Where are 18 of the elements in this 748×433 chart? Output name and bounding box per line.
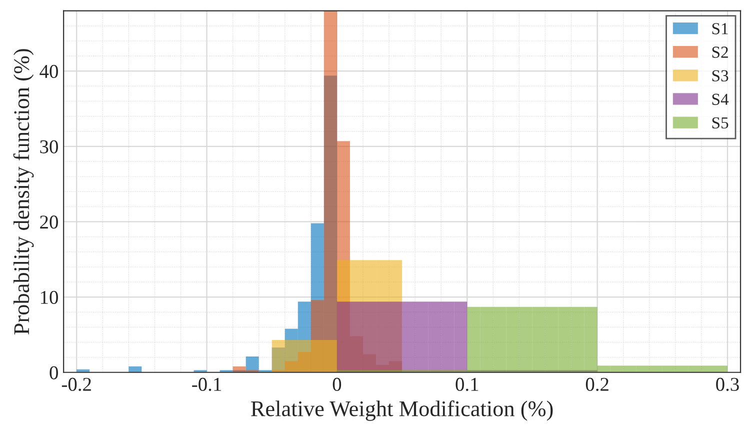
x-axis-title: Relative Weight Modification (%) bbox=[251, 400, 553, 421]
x-tick-label: 0.3 bbox=[716, 378, 739, 392]
y-tick-label: 20 bbox=[40, 216, 58, 229]
y-tick-label: 0 bbox=[50, 366, 58, 380]
legend-label: S5 bbox=[712, 117, 728, 129]
legend-label: S2 bbox=[712, 46, 728, 58]
y-tick-label: 30 bbox=[40, 140, 58, 154]
y-tick-label: 40 bbox=[40, 64, 58, 78]
y-axis-title: Probability density function (%) bbox=[13, 49, 34, 334]
x-tick-label: 0.2 bbox=[586, 378, 608, 392]
x-tick-label: -0.2 bbox=[62, 378, 91, 392]
y-tick-label: 10 bbox=[40, 290, 58, 304]
legend-label: S3 bbox=[712, 70, 728, 82]
x-tick-label: -0.1 bbox=[192, 378, 222, 392]
x-tick-label: 0 bbox=[332, 378, 342, 391]
legend-label: S1 bbox=[712, 23, 728, 34]
legend-label: S4 bbox=[712, 94, 729, 105]
x-tick-label: 0.1 bbox=[456, 378, 478, 392]
